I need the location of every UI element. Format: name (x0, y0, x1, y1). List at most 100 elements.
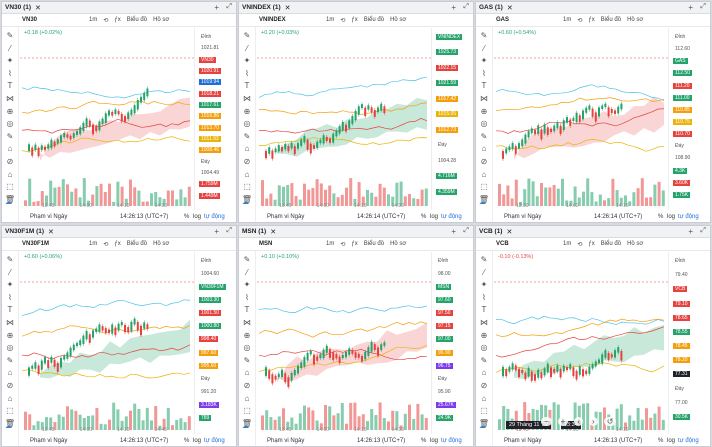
drawing-tool-icon[interactable]: 🗑 (241, 194, 253, 204)
drawing-tool-icon[interactable]: ⁄ (246, 43, 248, 53)
drawing-tool-icon[interactable]: ⌂ (481, 144, 487, 154)
close-icon[interactable]: ✕ (506, 4, 513, 12)
drawing-tool-icon[interactable]: ⌂ (7, 393, 13, 403)
interval-button[interactable]: 1m (326, 17, 335, 23)
drawing-tool-icon[interactable]: 🗑 (478, 194, 490, 204)
drawing-tool-icon[interactable]: ⌂ (7, 368, 13, 378)
drawing-tool-icon[interactable]: ⋈ (480, 93, 488, 103)
interval-button[interactable]: 1m (563, 17, 572, 23)
symbol-field[interactable]: GAS (496, 17, 510, 23)
drawing-tool-icon[interactable]: T (244, 305, 250, 315)
drawing-tool-icon[interactable]: ⌂ (7, 169, 13, 179)
drawing-tool-icon[interactable]: ◎ (6, 119, 14, 129)
indicator-icon[interactable]: ƒx (588, 17, 595, 23)
add-icon[interactable]: + (688, 3, 693, 12)
drawing-tool-icon[interactable]: ⊘ (480, 156, 488, 166)
drawing-tool-icon[interactable]: ⌂ (7, 144, 13, 154)
drawing-tool-icon[interactable]: ⬚ (6, 182, 14, 192)
interval-button[interactable]: 1m (89, 241, 98, 247)
profile-button[interactable]: Hồ sơ (153, 241, 170, 247)
close-icon[interactable]: ✕ (506, 228, 513, 236)
drawing-tool-icon[interactable]: ⬚ (243, 406, 251, 416)
drawing-tool-icon[interactable]: ⌂ (481, 393, 487, 403)
compare-icon[interactable]: ⟲ (577, 241, 583, 248)
drawing-tool-icon[interactable]: ⊕ (243, 106, 251, 116)
range-selector[interactable]: Phạm vi Ngày (267, 214, 305, 220)
drawing-tool-icon[interactable]: ✦ (6, 280, 14, 290)
drawing-tool-icon[interactable]: ◎ (480, 343, 488, 353)
log-toggle[interactable]: log (667, 214, 676, 220)
price-chart[interactable] (494, 28, 668, 210)
auto-toggle[interactable]: tự động (678, 438, 699, 444)
close-icon[interactable]: ✕ (284, 4, 291, 12)
close-icon[interactable]: ✕ (35, 4, 41, 12)
drawing-tool-icon[interactable]: ⬚ (243, 182, 251, 192)
expand-icon[interactable]: ⤢ (700, 227, 706, 234)
chart-type-button[interactable]: Biểu đồ (126, 241, 148, 247)
symbol-field[interactable]: MSN (259, 241, 273, 247)
range-selector[interactable]: Phạm vi Ngày (267, 438, 305, 444)
price-scale[interactable]: Đỉnh 79.40 VCB 79.10 78.65 78.55 78.45 78.20 77.… (668, 252, 710, 434)
interval-button[interactable]: 1m (89, 17, 98, 23)
drawing-tool-icon[interactable]: ⌂ (244, 393, 250, 403)
price-chart[interactable] (20, 252, 194, 434)
drawing-tool-icon[interactable]: ⁄ (483, 43, 485, 53)
drawing-tool-icon[interactable]: ✎ (243, 31, 251, 40)
compare-icon[interactable]: ⟲ (577, 17, 583, 24)
price-chart[interactable] (20, 28, 194, 210)
drawing-tool-icon[interactable]: ✎ (243, 255, 251, 264)
drawing-tool-icon[interactable]: T (7, 305, 13, 315)
indicator-icon[interactable]: ƒx (588, 241, 595, 247)
drawing-tool-icon[interactable]: ✎ (243, 355, 251, 365)
range-selector[interactable]: Phạm vi Ngày (30, 438, 68, 444)
profile-button[interactable]: Hồ sơ (390, 17, 407, 23)
indicator-icon[interactable]: ƒx (114, 17, 121, 23)
symbol-field[interactable]: VCB (496, 241, 509, 247)
scroll-right-icon[interactable]: › (589, 417, 598, 426)
auto-toggle[interactable]: tự động (204, 438, 225, 444)
drawing-tool-icon[interactable]: ✎ (6, 355, 14, 365)
drawing-tool-icon[interactable]: ⌇ (8, 292, 12, 302)
price-scale[interactable]: Đỉnh 1021.81 VN30 1020.91 1019.94 1018.21 1017… (194, 28, 236, 210)
chart-type-button[interactable]: Biểu đồ (600, 241, 622, 247)
drawing-tool-icon[interactable]: ⌂ (481, 169, 487, 179)
price-chart[interactable] (494, 252, 668, 434)
expand-icon[interactable]: ⤢ (226, 3, 232, 10)
drawing-tool-icon[interactable]: ✎ (480, 255, 488, 264)
price-scale[interactable]: VNINDEX 1025.73 1022.15 1021.59 1017.42 1015.… (431, 28, 473, 210)
auto-toggle[interactable]: tự động (204, 214, 225, 220)
add-icon[interactable]: + (688, 227, 693, 236)
drawing-tool-icon[interactable]: ⊘ (480, 380, 488, 390)
chart-type-button[interactable]: Biểu đồ (600, 17, 622, 23)
scroll-left-icon[interactable]: ‹ (574, 417, 584, 426)
drawing-tool-icon[interactable]: ⌇ (245, 292, 249, 302)
range-selector[interactable]: Phạm vi Ngày (30, 214, 68, 220)
drawing-tool-icon[interactable]: ⊘ (6, 380, 14, 390)
drawing-tool-icon[interactable]: ⌂ (244, 169, 250, 179)
drawing-tool-icon[interactable]: 🗑 (241, 418, 253, 428)
drawing-tool-icon[interactable]: ◎ (6, 343, 14, 353)
range-selector[interactable]: Phạm vi Ngày (504, 214, 542, 220)
drawing-tool-icon[interactable]: ⊕ (243, 330, 251, 340)
drawing-tool-icon[interactable]: ⊘ (6, 156, 14, 166)
drawing-tool-icon[interactable]: 🗑 (478, 418, 490, 428)
drawing-tool-icon[interactable]: T (481, 81, 487, 91)
drawing-tool-icon[interactable]: ✦ (480, 280, 488, 290)
log-toggle[interactable]: log (193, 438, 202, 444)
chart-type-button[interactable]: Biểu đồ (126, 17, 148, 23)
profile-button[interactable]: Hồ sơ (627, 241, 644, 247)
reset-icon[interactable]: ↺ (603, 417, 617, 426)
price-scale[interactable]: Đỉnh 1004.60 VN30F1M 1003.30 1001.50 1000.80 9… (194, 252, 236, 434)
drawing-tool-icon[interactable]: T (244, 81, 250, 91)
indicator-icon[interactable]: ƒx (351, 17, 358, 23)
drawing-tool-icon[interactable]: T (7, 81, 13, 91)
indicator-icon[interactable]: ƒx (114, 241, 121, 247)
price-chart[interactable] (257, 252, 431, 434)
drawing-tool-icon[interactable]: ⬚ (480, 406, 488, 416)
symbol-field[interactable]: VN30F1M (22, 241, 50, 247)
drawing-tool-icon[interactable]: ⬚ (480, 182, 488, 192)
expand-icon[interactable]: ⤢ (463, 227, 469, 234)
drawing-tool-icon[interactable]: ✦ (243, 56, 251, 66)
drawing-tool-icon[interactable]: ✎ (6, 31, 14, 40)
compare-icon[interactable]: ⟲ (103, 17, 109, 24)
